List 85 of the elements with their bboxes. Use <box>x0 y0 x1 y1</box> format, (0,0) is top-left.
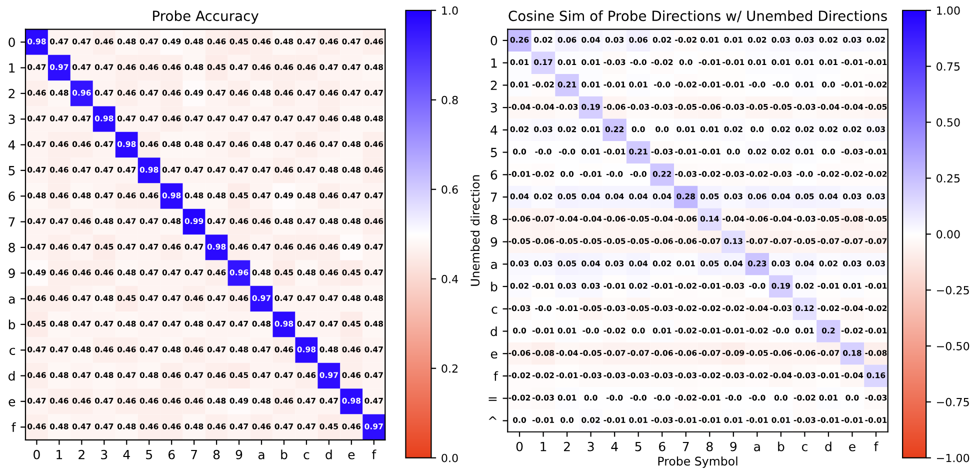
y-tick-label: a <box>8 296 15 304</box>
color-bar-label: 1.00 <box>937 6 960 15</box>
x-tick-label: 0 <box>34 450 40 460</box>
y-tick-label: 7 <box>8 217 15 226</box>
y-tick-label: 2 <box>490 80 497 90</box>
color-bar-label: 0.50 <box>936 118 960 127</box>
x-tick-label: a <box>754 444 760 452</box>
y-tick-label: b <box>491 282 498 292</box>
color-bar-label: 0.00 <box>936 230 960 238</box>
y-tick-label: 5 <box>8 166 15 176</box>
y-tick-label: f <box>12 422 16 432</box>
y-tick-label: 0 <box>8 38 15 48</box>
x-tick-label: 8 <box>213 450 220 460</box>
y-tick-label: a <box>491 262 497 270</box>
y-tick-label: d <box>490 326 497 336</box>
x-tick-label: 4 <box>123 450 130 460</box>
x-tick-label: 7 <box>191 450 197 460</box>
y-tick-label: 2 <box>8 88 15 98</box>
x-tick-label: e <box>348 452 355 460</box>
color-bar-label: 0.0 <box>442 454 458 462</box>
x-tick-label: 3 <box>588 442 594 452</box>
y-tick-label: 1 <box>9 63 15 73</box>
x-tick-label: c <box>802 444 808 452</box>
y-tick-label: ^ <box>488 416 497 420</box>
x-tick-label: 0 <box>516 442 523 452</box>
chart-title: Cosine Sim of Probe Directions w/ Unembed Directions <box>508 10 887 22</box>
color-bar-label: 0.6 <box>442 185 458 194</box>
y-tick-label: e <box>8 399 16 406</box>
x-tick-label: e <box>849 444 856 452</box>
color-bar-label: 0.4 <box>442 274 458 284</box>
y-tick-label: 3 <box>490 103 497 112</box>
x-tick-label: d <box>326 450 332 460</box>
color-bar-label: 1.0 <box>442 6 458 15</box>
x-tick-label: b <box>281 450 288 460</box>
y-tick-label: 6 <box>8 192 15 202</box>
x-tick-label: d <box>825 442 832 452</box>
chart-title: Probe Accuracy <box>153 10 258 24</box>
x-tick-label: 4 <box>611 442 618 452</box>
x-tick-label: 6 <box>168 450 175 460</box>
y-tick-label: 8 <box>8 242 15 252</box>
y-tick-label: 5 <box>490 148 497 158</box>
color-bar-label: 0.8 <box>442 96 458 104</box>
y-tick-label: 3 <box>8 114 15 124</box>
x-tick-label: 2 <box>78 450 84 460</box>
y-axis-title: Unembed direction <box>470 175 480 286</box>
y-tick-label: 6 <box>490 170 498 180</box>
x-tick-label: 2 <box>564 442 570 452</box>
x-tick-label: f <box>372 450 376 460</box>
x-tick-label: 9 <box>730 442 737 452</box>
y-tick-label: 9 <box>490 237 498 247</box>
color-bar-label: 0.2 <box>442 364 458 373</box>
y-tick-label: c <box>492 306 498 314</box>
x-tick-label: 9 <box>236 450 242 460</box>
y-tick-label: 8 <box>490 214 498 224</box>
y-tick-label: 0 <box>490 36 498 46</box>
x-tick-label: 1 <box>540 442 546 452</box>
y-tick-label: f <box>494 371 498 381</box>
y-tick-label: 9 <box>8 268 15 278</box>
y-tick-label: 1 <box>491 58 497 68</box>
x-tick-label: b <box>778 442 784 452</box>
color-bar-label: −1.00 <box>937 454 970 462</box>
color-bar-label: 0.75 <box>936 62 960 71</box>
x-tick-label: 5 <box>635 442 642 452</box>
y-tick-label: c <box>10 348 15 356</box>
x-tick-label: 8 <box>706 442 713 452</box>
x-axis-title: Probe Symbol <box>658 456 738 468</box>
x-tick-label: 1 <box>56 450 62 460</box>
y-tick-label: 4 <box>8 140 16 150</box>
y-tick-label: d <box>8 370 15 381</box>
x-tick-label: 7 <box>682 442 689 452</box>
x-tick-label: a <box>258 452 264 460</box>
y-tick-label: = <box>488 397 497 401</box>
color-bar-label: −0.75 <box>937 398 969 406</box>
y-tick-label: 7 <box>490 192 497 202</box>
y-tick-label: b <box>8 320 16 330</box>
x-tick-label: 3 <box>101 450 108 460</box>
y-tick-label: 4 <box>490 126 498 135</box>
x-tick-label: f <box>874 442 878 452</box>
color-bar-label: −0.25 <box>937 286 969 294</box>
color-bar-label: −0.50 <box>937 342 970 350</box>
x-tick-label: c <box>304 452 310 460</box>
x-tick-label: 5 <box>146 450 152 460</box>
x-tick-label: 6 <box>659 442 666 452</box>
color-bar-label: 0.25 <box>936 174 960 183</box>
y-tick-label: e <box>490 351 498 359</box>
